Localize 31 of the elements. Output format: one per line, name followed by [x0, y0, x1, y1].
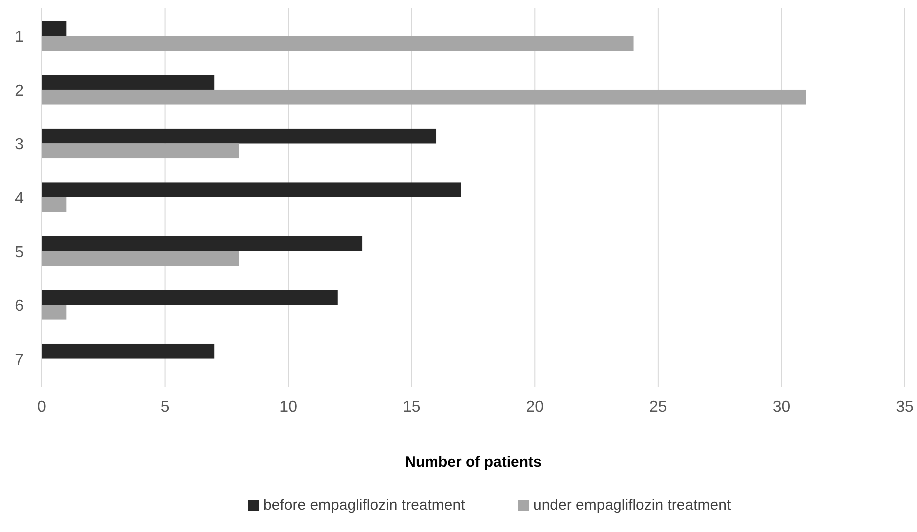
y-tick-label: 7	[15, 352, 24, 369]
bar	[42, 305, 67, 320]
bar	[42, 344, 215, 359]
x-tick-label: 15	[402, 399, 421, 416]
x-tick-label: 25	[650, 399, 668, 416]
x-axis-title: Number of patients	[405, 454, 542, 471]
y-tick-label: 4	[15, 190, 24, 208]
x-tick-label: 30	[772, 399, 791, 416]
y-tick-label: 5	[15, 244, 24, 262]
bar	[42, 198, 67, 212]
y-tick-label: 2	[15, 82, 24, 100]
bar	[42, 251, 240, 266]
x-tick-label: 35	[896, 399, 914, 416]
bar	[42, 21, 67, 36]
bar	[42, 236, 363, 252]
x-tick-label: 20	[526, 399, 544, 416]
bar	[42, 144, 240, 159]
bar	[42, 128, 437, 144]
bar	[42, 290, 338, 306]
bar	[42, 36, 634, 52]
bar	[42, 75, 215, 90]
y-tick-label: 1	[15, 29, 24, 46]
y-tick-label: 6	[15, 298, 24, 316]
legend-label: before empagliflozin treatment	[264, 497, 466, 514]
x-tick-label: 0	[38, 399, 47, 416]
y-tick-label: 3	[15, 136, 24, 154]
bar	[42, 90, 806, 105]
x-tick-label: 10	[280, 399, 298, 416]
x-tick-label: 5	[160, 399, 170, 416]
legend-label: under empagliflozin treatment	[534, 497, 732, 514]
bar	[42, 182, 462, 198]
